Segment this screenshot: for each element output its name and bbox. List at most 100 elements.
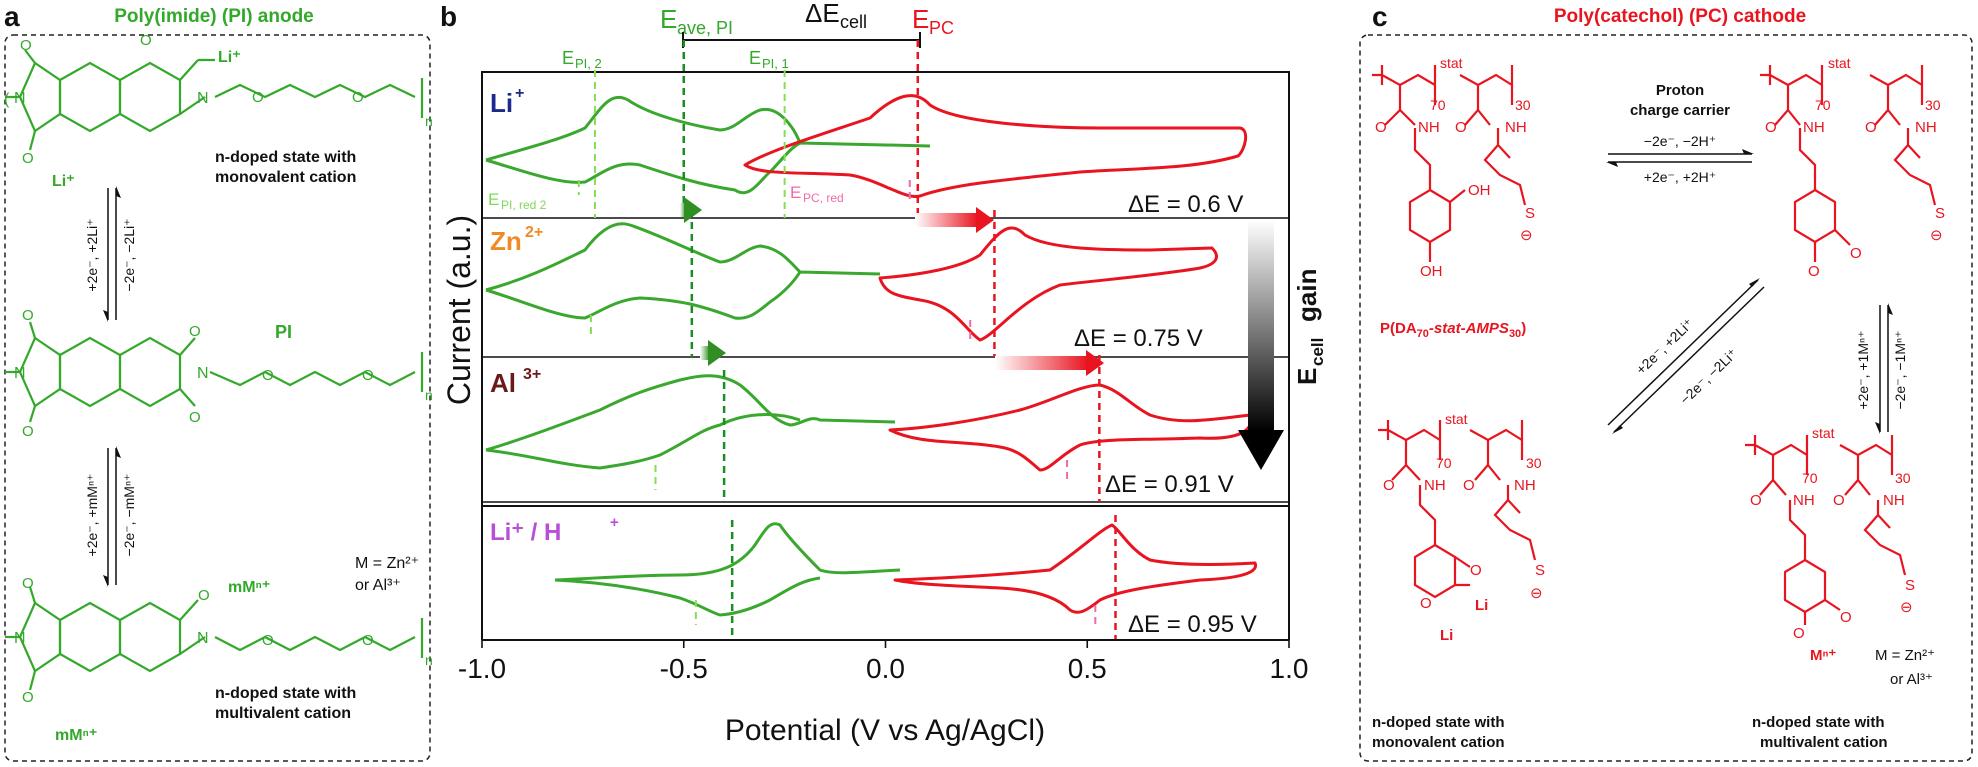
ecell-gain-arrow	[1238, 220, 1284, 470]
n-subscript-3: n	[425, 652, 433, 668]
mn-label: Mⁿ⁺	[1810, 647, 1836, 664]
svg-text:S: S	[1935, 205, 1945, 222]
delta-e-li: ΔE = 0.6 V	[1128, 191, 1243, 218]
cv-curves	[485, 40, 1258, 640]
n-subscript-1: n	[425, 113, 433, 129]
svg-text:O: O	[352, 89, 364, 106]
x-tick-label: 0.0	[866, 653, 905, 684]
m-note-line1: M = Zn²⁺	[355, 555, 419, 572]
mono-note-line1: n-doped state with	[1372, 714, 1505, 731]
cv-zn-cathode	[878, 226, 1218, 342]
cation-lih: Li⁺ / H	[490, 519, 561, 546]
svg-text:⊖: ⊖	[1930, 227, 1943, 244]
svg-text:O: O	[262, 367, 274, 384]
mm-label-bottom: mMⁿ⁺	[55, 727, 97, 744]
svg-text:O: O	[140, 32, 152, 49]
svg-text:(: (	[4, 91, 10, 108]
proton-label-1: Proton	[1656, 82, 1704, 99]
shift-arrow-pi-2	[700, 340, 726, 366]
cv-zn-anode	[485, 222, 881, 320]
arrow2-reverse-label: −2e⁻, −mMⁿ⁺	[121, 474, 137, 557]
svg-text:O: O	[22, 689, 34, 706]
svg-text:O: O	[198, 587, 210, 604]
svg-text:70: 70	[1802, 470, 1818, 486]
panel-c-title: Poly(catechol) (PC) cathode	[1554, 6, 1806, 27]
x-axis-label: Potential (V vs Ag/AgCl)	[725, 714, 1045, 747]
arrow1-forward-label: +2e⁻, +2Li⁺	[84, 218, 100, 291]
x-tick-label: 0.5	[1068, 653, 1107, 684]
equilibrium-arrow-1: +2e⁻, +2Li⁺ −2e⁻, −2Li⁺	[84, 186, 137, 322]
svg-text:O: O	[20, 37, 32, 54]
delta-e-lih: ΔE = 0.95 V	[1128, 611, 1257, 638]
delta-e-al: ΔE = 0.91 V	[1105, 471, 1234, 498]
gain-e: E	[1292, 368, 1322, 385]
svg-text:N: N	[197, 90, 209, 107]
shift-arrow-pc-2	[995, 350, 1104, 376]
m-note-line2: or Al³⁺	[355, 577, 401, 594]
proton-equilibrium-arrow: Proton charge carrier −2e⁻, −2H⁺ +2e⁻, +…	[1606, 82, 1754, 185]
cv-li-cathode	[743, 94, 1248, 198]
ecell-gain-label: E cell gain	[1292, 269, 1327, 385]
e-ave-label: E	[660, 4, 677, 34]
n-subscript-2: n	[425, 387, 433, 403]
svg-text:stat: stat	[1812, 425, 1835, 441]
nh-2: NH	[1505, 119, 1527, 136]
svg-text:N: N	[14, 630, 26, 647]
svg-text:O: O	[1470, 562, 1482, 579]
svg-text:O: O	[1840, 609, 1852, 626]
svg-text:N: N	[14, 365, 26, 382]
e-pi1-label: E	[749, 48, 761, 68]
plot-frame	[481, 71, 1290, 507]
svg-text:NH: NH	[1915, 119, 1937, 136]
svg-text:O: O	[22, 423, 34, 440]
cation-label-lih: Li⁺ / H +	[490, 514, 619, 546]
pi-structure-neutral: O O O O N N O O PI n	[5, 307, 433, 440]
vert-reverse: −2e⁻, −1Mⁿ⁺	[1892, 330, 1908, 409]
panel-c: c Poly(catechol) (PC) cathode stat 70 30…	[1359, 1, 1973, 762]
shift-arrow-pc-1	[915, 207, 994, 233]
cation-al-charge: 3+	[523, 366, 541, 383]
svg-text:O: O	[22, 575, 34, 592]
svg-text:N: N	[197, 630, 209, 647]
svg-text:O: O	[1750, 492, 1762, 509]
y-axis-label: Current (a.u.)	[441, 215, 477, 405]
panel-a: a Poly(imide) (PI) anode ( O O O N	[4, 1, 433, 762]
pc-multivalent-structure: stat 70 30 O NH O NH O O Mⁿ⁺ S ⊖ M = Zn²…	[1745, 425, 1935, 751]
shift-arrow-pi-1	[680, 197, 702, 223]
x-tick-label: -1.0	[458, 653, 506, 684]
svg-text:O: O	[1793, 625, 1805, 642]
proton-forward: −2e⁻, −2H⁺	[1644, 133, 1716, 149]
svg-text:O: O	[1420, 595, 1432, 612]
svg-text:O: O	[1455, 119, 1467, 136]
svg-text:O: O	[189, 323, 201, 340]
svg-text:NH: NH	[1424, 477, 1446, 494]
svg-text:NH: NH	[1793, 492, 1815, 509]
pc-oxidized-structure: stat 70 30 O NH O NH O O S ⊖	[1760, 55, 1945, 280]
cv-lih-cathode	[893, 523, 1258, 614]
m-note-c-line2: or Al³⁺	[1890, 671, 1933, 688]
e-pi1-sub: PI, 1	[762, 56, 789, 71]
svg-text:⊖: ⊖	[1530, 585, 1543, 602]
sub70-1: 70	[1430, 97, 1446, 113]
svg-text:70: 70	[1436, 455, 1452, 471]
upper-note-line1: n-doped state with	[215, 149, 356, 166]
cv-lih-anode	[554, 522, 901, 617]
diag-forward: +2e⁻, +2Li⁺	[1633, 315, 1697, 377]
svg-text:⊖: ⊖	[1520, 227, 1533, 244]
e-pc-label: E	[912, 4, 929, 34]
x-axis-ticks: -1.0 -0.5 0.0 0.5 1.0	[458, 506, 1308, 684]
equilibrium-arrow-2: +2e⁻, +mMⁿ⁺ −2e⁻, −mMⁿ⁺	[84, 446, 137, 587]
svg-text:NH: NH	[1514, 477, 1536, 494]
header-annotations: E ave, PI ΔE cell E PC E PI, 2 E PI, 1	[562, 0, 954, 71]
svg-text:O: O	[262, 632, 274, 649]
svg-text:N: N	[197, 365, 209, 382]
gain-word: gain	[1292, 269, 1322, 322]
proton-reverse: +2e⁻, +2H⁺	[1644, 169, 1716, 185]
svg-text:N: N	[14, 90, 26, 107]
cv-al-cathode	[888, 383, 1253, 472]
panel-a-title: Poly(imide) (PI) anode	[114, 6, 314, 27]
svg-text:O: O	[22, 307, 34, 324]
svg-text:O: O	[22, 150, 34, 167]
e-pc-red-sub: PC, red	[803, 191, 844, 205]
